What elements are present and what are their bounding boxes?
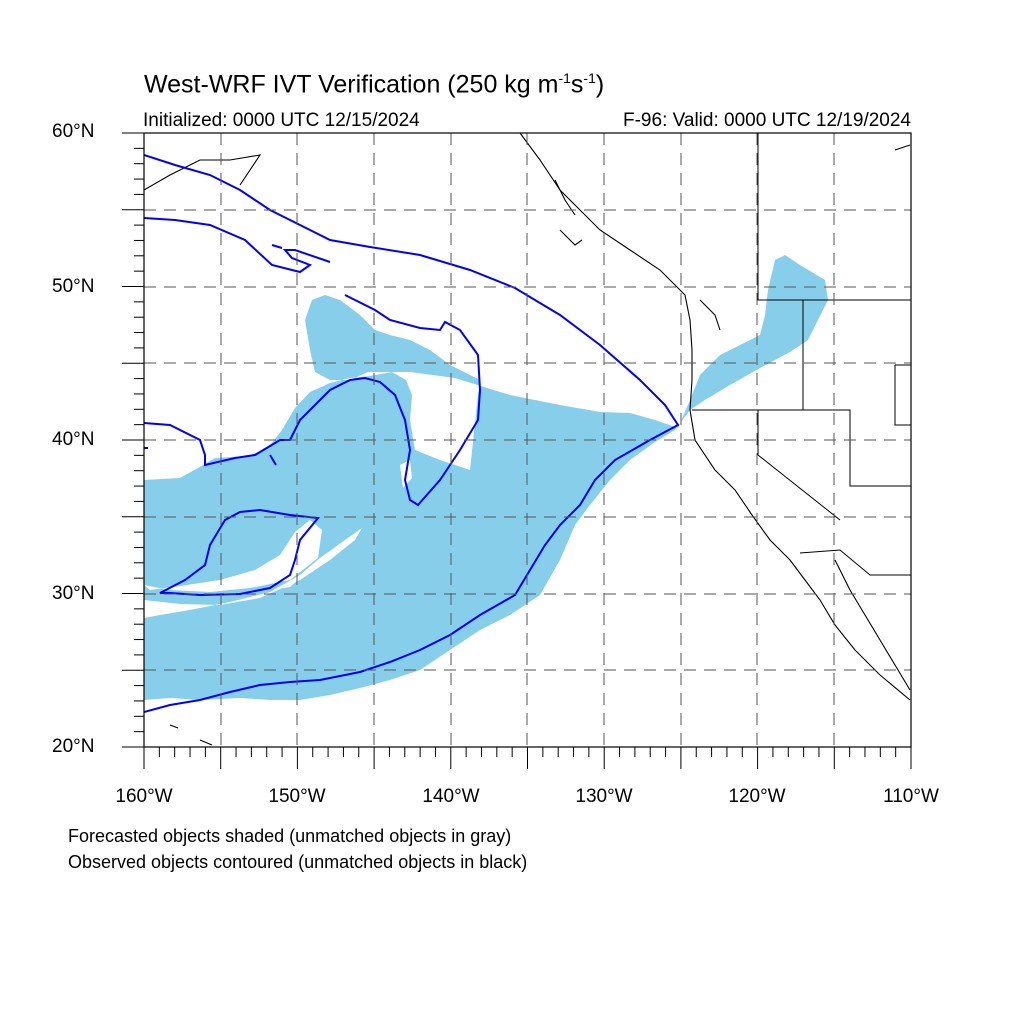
lon-label-130w: 130°W	[575, 786, 633, 807]
axis-ticks	[122, 132, 912, 769]
lon-label-120w: 120°W	[728, 786, 786, 807]
lat-lon-grid	[144, 133, 911, 747]
forecast-ivt-object	[144, 255, 828, 700]
lat-label-20n: 20°N	[52, 736, 95, 757]
lat-label-50n: 50°N	[52, 276, 95, 297]
map-title: West-WRF IVT Verification (250 kg m-1s-1…	[144, 70, 605, 99]
lon-label-140w: 140°W	[422, 786, 480, 807]
forecast-note: Forecasted objects shaded (unmatched obj…	[68, 826, 512, 846]
lat-label-60n: 60°N	[52, 121, 95, 142]
initialized-label: Initialized: 0000 UTC 12/15/2024	[143, 110, 420, 131]
lon-label-110w: 110°W	[883, 786, 939, 807]
lon-label-160w: 160°W	[115, 786, 173, 807]
observed-note: Observed objects contoured (unmatched ob…	[68, 852, 528, 872]
valid-time-label: F-96: Valid: 0000 UTC 12/19/2024	[623, 110, 911, 131]
lon-label-150w: 150°W	[268, 786, 326, 807]
state-borders	[692, 133, 911, 576]
lat-label-30n: 30°N	[52, 583, 95, 604]
lat-label-40n: 40°N	[52, 429, 95, 450]
coastline	[144, 133, 911, 746]
